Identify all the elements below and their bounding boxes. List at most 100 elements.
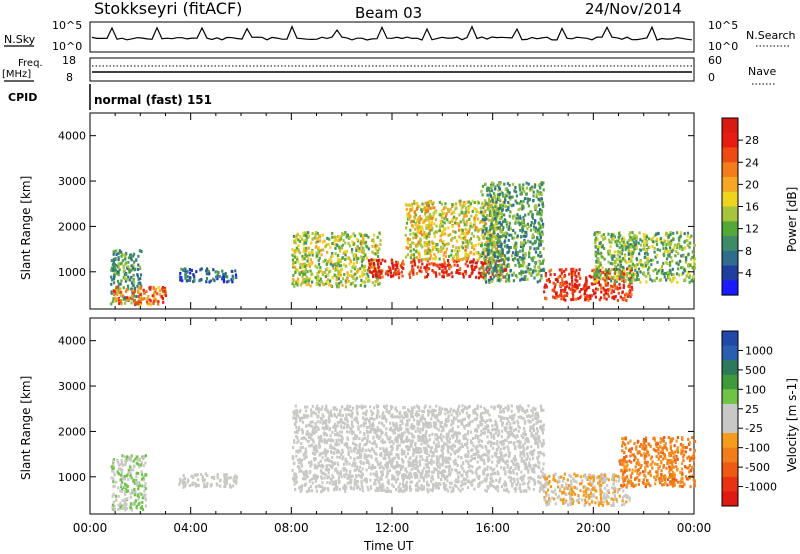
heatmap-cell <box>636 278 639 281</box>
heatmap-cell <box>531 216 535 220</box>
heatmap-cell <box>514 467 517 470</box>
heatmap-cell <box>623 269 626 273</box>
heatmap-cell <box>322 260 325 264</box>
heatmap-cell <box>417 258 420 262</box>
heatmap-cell <box>422 410 426 414</box>
heatmap-cell <box>435 426 438 430</box>
heatmap-cell <box>412 272 415 276</box>
heatmap-cell <box>489 228 492 232</box>
heatmap-cell <box>629 236 632 240</box>
heatmap-cell <box>615 268 618 271</box>
heatmap-cell <box>316 266 319 270</box>
heatmap-cell <box>418 255 421 259</box>
power-xticks <box>89 113 695 309</box>
heatmap-cell <box>370 465 373 469</box>
heatmap-cell <box>625 292 628 296</box>
heatmap-cell <box>568 282 571 286</box>
heatmap-cell <box>617 239 620 243</box>
heatmap-cell <box>117 494 120 498</box>
heatmap-cell <box>531 414 534 418</box>
heatmap-cell <box>691 255 694 259</box>
heatmap-cell <box>489 233 492 237</box>
heatmap-cell <box>656 248 659 252</box>
heatmap-cell <box>141 500 144 504</box>
heatmap-cell <box>463 237 466 241</box>
heatmap-cell <box>516 234 519 238</box>
heatmap-cell <box>597 251 600 255</box>
heatmap-cell <box>452 244 455 248</box>
heatmap-cell <box>302 436 305 440</box>
heatmap-cell <box>506 190 509 194</box>
heatmap-cell <box>144 493 147 497</box>
heatmap-cell <box>465 223 468 227</box>
heatmap-cell <box>224 481 227 485</box>
heatmap-cell <box>606 273 609 277</box>
heatmap-cell <box>513 428 516 432</box>
velocity-region <box>291 404 546 494</box>
heatmap-cell <box>427 215 430 219</box>
heatmap-cell <box>513 214 516 218</box>
heatmap-cell <box>412 462 415 466</box>
heatmap-cell <box>575 284 579 288</box>
heatmap-cell <box>590 282 593 286</box>
heatmap-cell <box>116 293 119 296</box>
heatmap-cell <box>517 260 520 264</box>
heatmap-cell <box>607 288 610 292</box>
heatmap-cell <box>374 258 377 262</box>
heatmap-cell <box>303 254 306 258</box>
heatmap-cell <box>384 463 387 467</box>
heatmap-cell <box>523 454 526 458</box>
heatmap-cell <box>507 279 511 283</box>
heatmap-cell <box>574 284 577 288</box>
heatmap-cell <box>361 273 364 276</box>
heatmap-cell <box>480 241 483 245</box>
heatmap-cell <box>482 458 485 462</box>
heatmap-cell <box>352 281 355 285</box>
heatmap-cell <box>408 238 411 242</box>
heatmap-cell <box>361 438 364 442</box>
heatmap-cell <box>314 479 317 483</box>
heatmap-cell <box>444 202 447 206</box>
heatmap-cell <box>481 230 484 234</box>
heatmap-cell <box>303 484 306 487</box>
heatmap-cell <box>494 274 497 278</box>
heatmap-cell <box>333 451 336 455</box>
heatmap-cell <box>479 206 482 210</box>
heatmap-cell <box>378 269 381 273</box>
heatmap-cell <box>653 234 656 238</box>
heatmap-cell <box>123 474 126 478</box>
heatmap-cell <box>411 464 414 468</box>
heatmap-cell <box>320 253 323 257</box>
heatmap-cell <box>111 506 114 510</box>
heatmap-cell <box>559 284 562 288</box>
heatmap-cell <box>324 407 327 411</box>
heatmap-cell <box>134 499 137 503</box>
heatmap-cell <box>485 260 488 264</box>
heatmap-cell <box>367 235 370 239</box>
heatmap-cell <box>653 246 656 250</box>
heatmap-cell <box>331 276 334 280</box>
heatmap-cell <box>306 259 309 263</box>
heatmap-cell <box>605 297 608 301</box>
heatmap-cell <box>303 257 306 261</box>
heatmap-cell <box>496 250 499 254</box>
heatmap-cell <box>335 433 338 436</box>
heatmap-cell <box>618 277 621 281</box>
heatmap-cell <box>684 246 687 250</box>
heatmap-cell <box>422 479 425 483</box>
heatmap-cell <box>628 267 631 270</box>
heatmap-cell <box>522 459 525 463</box>
heatmap-cell <box>182 268 186 272</box>
heatmap-cell <box>649 258 653 262</box>
heatmap-cell <box>531 234 535 238</box>
heatmap-cell <box>374 489 377 493</box>
heatmap-cell <box>360 481 363 485</box>
heatmap-cell <box>658 248 661 252</box>
heatmap-cell <box>438 257 441 261</box>
heatmap-cell <box>545 285 548 289</box>
heatmap-cell <box>456 269 459 272</box>
heatmap-cell <box>597 266 601 270</box>
heatmap-cell <box>482 236 486 240</box>
heatmap-cell <box>653 250 656 254</box>
heatmap-cell <box>424 257 427 261</box>
